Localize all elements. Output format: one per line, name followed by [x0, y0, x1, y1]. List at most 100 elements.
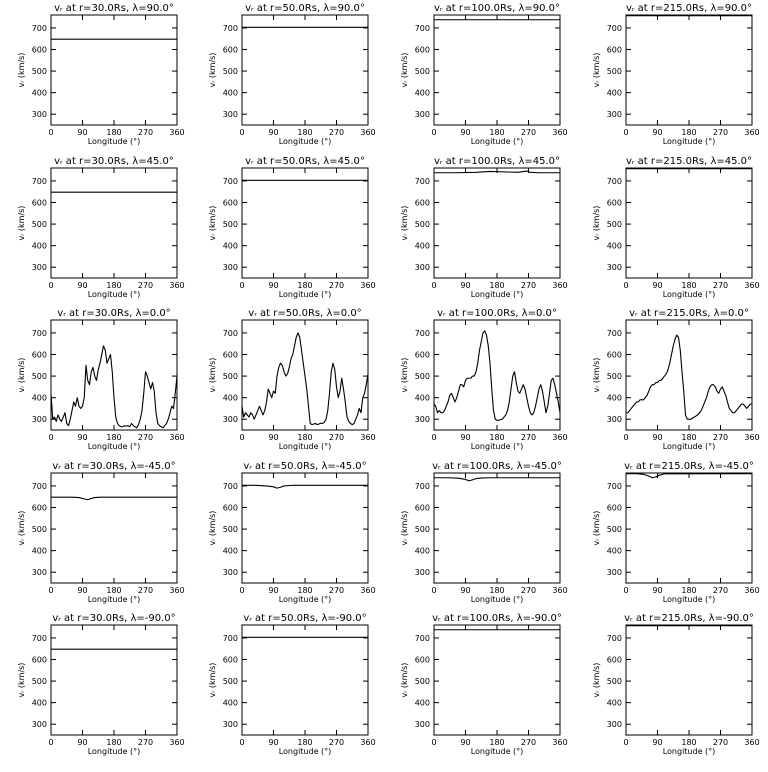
y-axis-label: vᵣ (km/s): [208, 511, 217, 546]
y-tick-label: 500: [607, 372, 622, 381]
y-tick-label: 500: [415, 220, 430, 229]
subplot-title: vᵣ at r=50.0Rs, λ=45.0°: [245, 156, 365, 167]
y-tick-label: 500: [32, 677, 47, 686]
subplot-3: vᵣ at r=215.0Rs, λ=90.0° 0 90 180 270 360 300 4…: [592, 3, 760, 146]
x-axis-label: Longitude (°): [279, 747, 332, 756]
y-tick-label: 600: [415, 199, 430, 208]
subplot-6: vᵣ at r=100.0Rs, λ=45.0° 0 90 180 270 360 300 4…: [400, 156, 568, 299]
x-tick-label: 90: [268, 738, 278, 747]
x-tick-label: 90: [460, 281, 470, 290]
x-tick-label: 0: [623, 738, 628, 747]
x-tick-label: 180: [681, 433, 696, 442]
x-tick-label: 270: [521, 281, 536, 290]
y-tick-label: 700: [415, 634, 430, 643]
x-tick-label: 360: [169, 738, 184, 747]
plot-frame: [50, 167, 178, 279]
subplot-title: vᵣ at r=100.0Rs, λ=45.0°: [434, 156, 560, 167]
x-axis-label: Longitude (°): [88, 747, 141, 756]
y-tick-label: 400: [32, 547, 47, 556]
plot-frame: [241, 624, 369, 736]
y-tick-label: 600: [415, 656, 430, 665]
y-tick-label: 700: [607, 329, 622, 338]
y-tick-label: 700: [607, 634, 622, 643]
x-tick-label: 180: [297, 433, 312, 442]
subplot-title: vᵣ at r=100.0Rs, λ=-90.0°: [432, 613, 562, 624]
x-tick-label: 270: [713, 738, 728, 747]
x-axis-label: Longitude (°): [279, 137, 332, 146]
y-tick-label: 400: [415, 394, 430, 403]
x-axis-label: Longitude (°): [279, 290, 332, 299]
x-tick-label: 90: [77, 128, 87, 137]
y-tick-label: 500: [607, 220, 622, 229]
x-axis-label: Longitude (°): [471, 747, 524, 756]
x-axis-label: Longitude (°): [88, 290, 141, 299]
plot-frame: [625, 624, 753, 736]
x-tick-label: 360: [360, 128, 375, 137]
y-tick-label: 300: [32, 568, 47, 577]
x-tick-label: 360: [552, 586, 567, 595]
y-tick-label: 600: [223, 504, 238, 513]
plot-frame: [50, 624, 178, 736]
x-tick-label: 0: [623, 281, 628, 290]
y-axis-label: vᵣ (km/s): [208, 53, 217, 88]
x-tick-label: 90: [268, 281, 278, 290]
x-axis-label: Longitude (°): [471, 595, 524, 604]
x-tick-label: 90: [77, 738, 87, 747]
x-tick-label: 360: [744, 433, 759, 442]
y-tick-label: 500: [32, 525, 47, 534]
x-axis-label: Longitude (°): [279, 595, 332, 604]
y-axis-label: vᵣ (km/s): [400, 358, 409, 393]
x-tick-label: 270: [329, 738, 344, 747]
x-tick-label: 180: [106, 586, 121, 595]
y-axis-label: vᵣ (km/s): [17, 358, 26, 393]
x-tick-label: 270: [138, 433, 153, 442]
y-tick-label: 600: [607, 46, 622, 55]
y-tick-label: 300: [607, 415, 622, 424]
x-tick-label: 360: [744, 128, 759, 137]
y-axis-label: vᵣ (km/s): [208, 663, 217, 698]
x-tick-label: 270: [521, 586, 536, 595]
x-tick-label: 180: [681, 738, 696, 747]
y-axis-label: vᵣ (km/s): [17, 53, 26, 88]
y-tick-label: 600: [415, 46, 430, 55]
x-axis-label: Longitude (°): [279, 442, 332, 451]
y-tick-label: 600: [607, 199, 622, 208]
y-axis-label: vᵣ (km/s): [17, 663, 26, 698]
y-axis-label: vᵣ (km/s): [592, 53, 601, 88]
subplot-title: vᵣ at r=30.0Rs, λ=90.0°: [54, 3, 174, 14]
subplot-16: vᵣ at r=30.0Rs, λ=-90.0° 0 90 180 270 360 300 4…: [17, 613, 185, 756]
y-tick-label: 300: [223, 568, 238, 577]
subplot-title: vᵣ at r=215.0Rs, λ=-45.0°: [624, 461, 754, 472]
subplot-19: vᵣ at r=215.0Rs, λ=-90.0° 0 90 180 270 360 300…: [592, 613, 760, 756]
y-tick-label: 700: [32, 634, 47, 643]
x-tick-label: 360: [552, 128, 567, 137]
plot-frame: [241, 472, 369, 584]
x-tick-label: 0: [239, 586, 244, 595]
subplot-title: vᵣ at r=215.0Rs, λ=0.0°: [629, 308, 749, 319]
series-line-0: [433, 330, 561, 421]
y-tick-label: 300: [607, 110, 622, 119]
y-tick-label: 400: [607, 394, 622, 403]
y-tick-label: 500: [607, 525, 622, 534]
plot-frame: [241, 167, 369, 279]
y-tick-label: 400: [607, 547, 622, 556]
series-line-0: [51, 496, 177, 501]
x-axis-label: Longitude (°): [471, 442, 524, 451]
y-axis-label: vᵣ (km/s): [400, 206, 409, 241]
x-tick-label: 0: [623, 128, 628, 137]
y-tick-label: 700: [415, 177, 430, 186]
y-tick-label: 400: [223, 89, 238, 98]
plot-frame: [50, 472, 178, 584]
x-axis-label: Longitude (°): [663, 290, 716, 299]
x-tick-label: 90: [77, 281, 87, 290]
x-tick-label: 270: [329, 586, 344, 595]
y-tick-label: 500: [415, 67, 430, 76]
x-tick-label: 0: [431, 128, 436, 137]
x-tick-label: 270: [521, 433, 536, 442]
y-axis-label: vᵣ (km/s): [208, 358, 217, 393]
series-line-0: [626, 473, 753, 479]
x-tick-label: 360: [169, 586, 184, 595]
x-tick-label: 180: [106, 281, 121, 290]
subplot-title: vᵣ at r=30.0Rs, λ=45.0°: [54, 156, 174, 167]
